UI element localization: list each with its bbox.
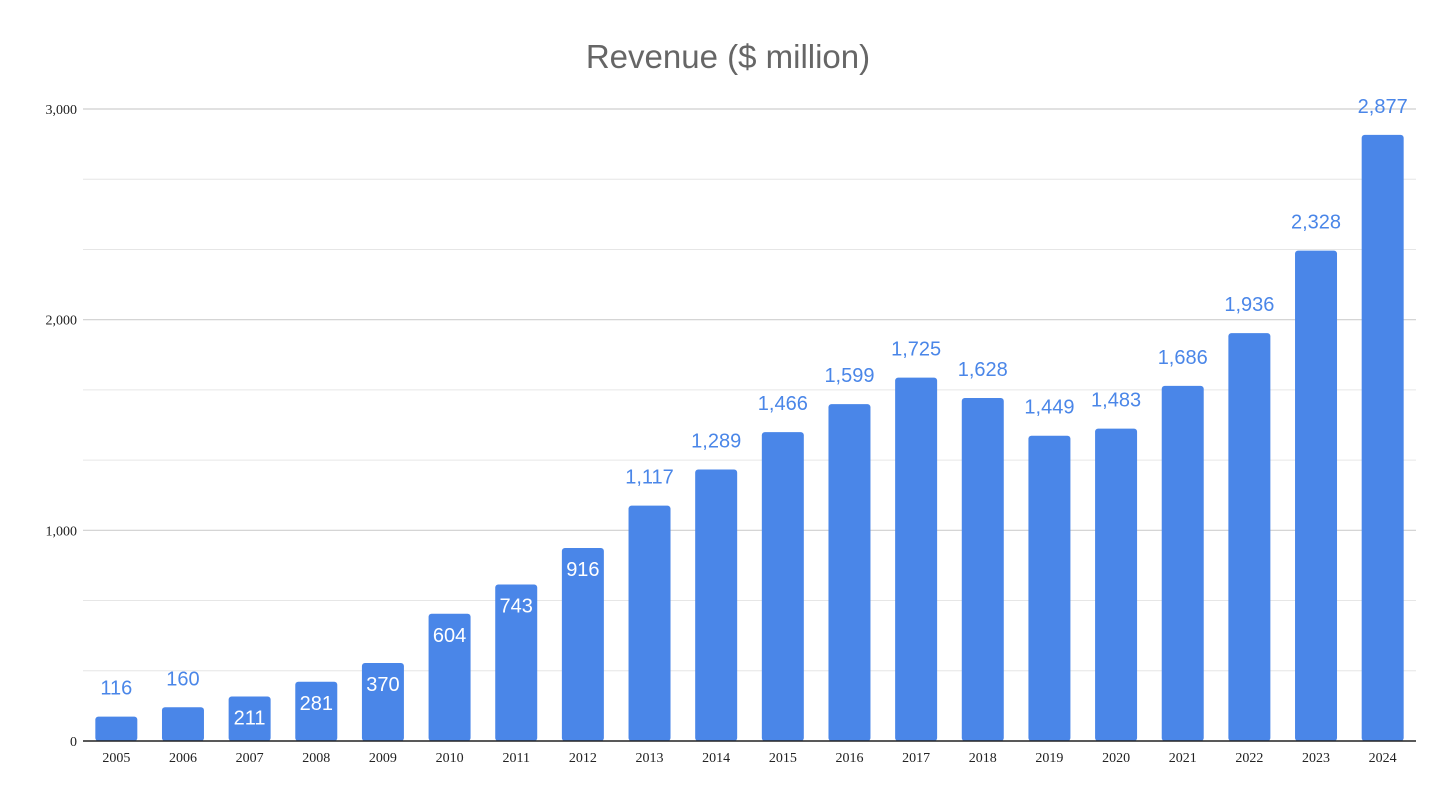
x-tick-label: 2012 [569, 751, 597, 766]
y-tick-label: 3,000 [46, 103, 78, 118]
y-tick-label: 0 [70, 735, 77, 750]
data-label: 211 [234, 708, 266, 730]
x-tick-label: 2020 [1102, 751, 1130, 766]
chart-title: Revenue ($ million) [586, 38, 870, 75]
data-label: 2,877 [1358, 96, 1408, 118]
data-label: 160 [166, 668, 199, 690]
data-label: 1,599 [824, 365, 874, 387]
bar [161, 707, 204, 741]
data-label: 1,466 [758, 393, 808, 415]
bar [1161, 385, 1204, 741]
data-label: 1,289 [691, 430, 741, 452]
bar [1361, 134, 1404, 742]
x-tick-label: 2017 [902, 751, 930, 766]
data-label: 1,936 [1224, 294, 1274, 316]
bar [628, 505, 671, 741]
x-tick-label: 2007 [236, 751, 264, 766]
gridlines [83, 108, 1416, 672]
x-tick-label: 2008 [302, 751, 330, 766]
data-label: 1,628 [958, 359, 1008, 381]
bar [1295, 250, 1338, 741]
x-tick-label: 2009 [369, 751, 397, 766]
data-label: 370 [366, 674, 399, 696]
data-label: 604 [433, 625, 466, 647]
bar [295, 681, 338, 741]
bar [561, 548, 604, 741]
y-axis-ticks: 0 1,000 2,000 3,000 [46, 103, 78, 750]
bar [95, 716, 138, 741]
data-label: 116 [100, 678, 132, 700]
x-tick-label: 2013 [636, 751, 664, 766]
bar [695, 469, 738, 741]
bar [1228, 333, 1271, 741]
x-tick-label: 2016 [835, 751, 863, 766]
bars [95, 134, 1404, 742]
x-tick-label: 2015 [769, 751, 797, 766]
bar [428, 613, 471, 741]
bar [361, 663, 404, 741]
x-tick-label: 2006 [169, 751, 197, 766]
bar [828, 404, 871, 741]
data-label: 916 [566, 559, 599, 581]
data-label: 281 [300, 693, 333, 715]
x-axis-ticks: 2005 2006 2007 2008 2009 2010 2011 2012 2013 2014… [102, 751, 1396, 766]
bar [761, 432, 804, 741]
data-label: 1,483 [1091, 390, 1141, 412]
x-tick-label: 2018 [969, 751, 997, 766]
x-tick-label: 2019 [1035, 751, 1063, 766]
data-label: 743 [500, 595, 533, 617]
x-tick-label: 2014 [702, 751, 730, 766]
data-label: 1,117 [625, 467, 674, 489]
bar [961, 398, 1004, 741]
x-tick-label: 2023 [1302, 751, 1330, 766]
bar [1028, 435, 1071, 741]
bar [228, 696, 271, 741]
x-tick-label: 2022 [1235, 751, 1263, 766]
x-tick-label: 2021 [1169, 751, 1197, 766]
y-tick-label: 2,000 [46, 314, 78, 329]
data-label: 1,686 [1158, 347, 1208, 369]
y-tick-label: 1,000 [46, 524, 78, 539]
x-tick-label: 2024 [1369, 751, 1397, 766]
bar [1095, 428, 1138, 741]
bar [495, 584, 538, 741]
data-labels: 116 160 211 281 370 604 743 916 1,117 1,289 1,466 1… [100, 96, 1407, 730]
bar [895, 377, 938, 741]
x-tick-label: 2011 [502, 751, 529, 766]
data-label: 1,725 [891, 339, 941, 361]
x-tick-label: 2005 [102, 751, 130, 766]
data-label: 2,328 [1291, 212, 1341, 234]
x-tick-label: 2010 [436, 751, 464, 766]
data-label: 1,449 [1024, 397, 1074, 419]
